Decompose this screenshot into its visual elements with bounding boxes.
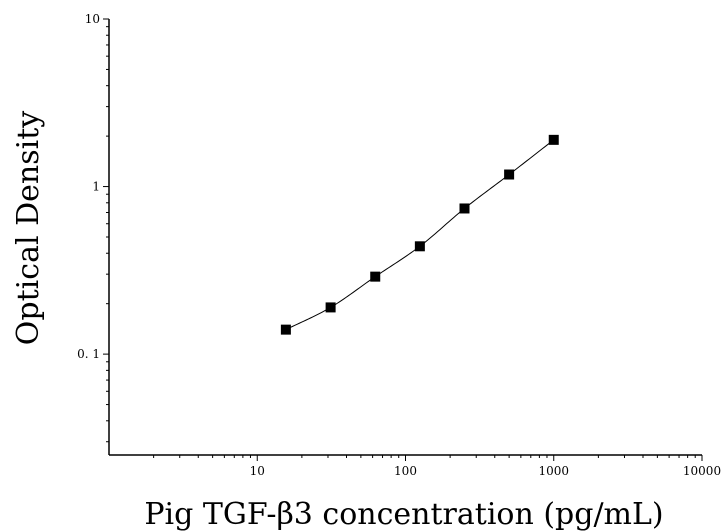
axis-ticks: 10 100 1000 10000 0. 1 1 10 (77, 12, 721, 478)
y-axis-title: Optical Density (11, 111, 46, 345)
data-points (280, 134, 559, 335)
data-point-marker (548, 134, 559, 145)
data-point-marker (280, 324, 291, 335)
x-axis-title: Pig TGF-β3 concentration (pg/mL) (144, 497, 663, 532)
x-tick-label: 100 (394, 464, 417, 478)
x-tick-label: 10000 (683, 464, 721, 478)
data-point-marker (414, 241, 425, 252)
fit-curve (285, 139, 555, 331)
x-tick-label: 10 (250, 464, 265, 478)
y-tick-label: 10 (85, 12, 100, 26)
y-tick-label: 1 (92, 180, 100, 194)
y-tick-label: 0. 1 (77, 347, 100, 361)
data-point-marker (504, 169, 515, 180)
data-point-marker (325, 302, 336, 313)
fit-curve-layer (285, 139, 555, 331)
data-point-marker (370, 271, 381, 282)
data-point-marker (459, 203, 470, 214)
x-tick-label: 1000 (538, 464, 569, 478)
